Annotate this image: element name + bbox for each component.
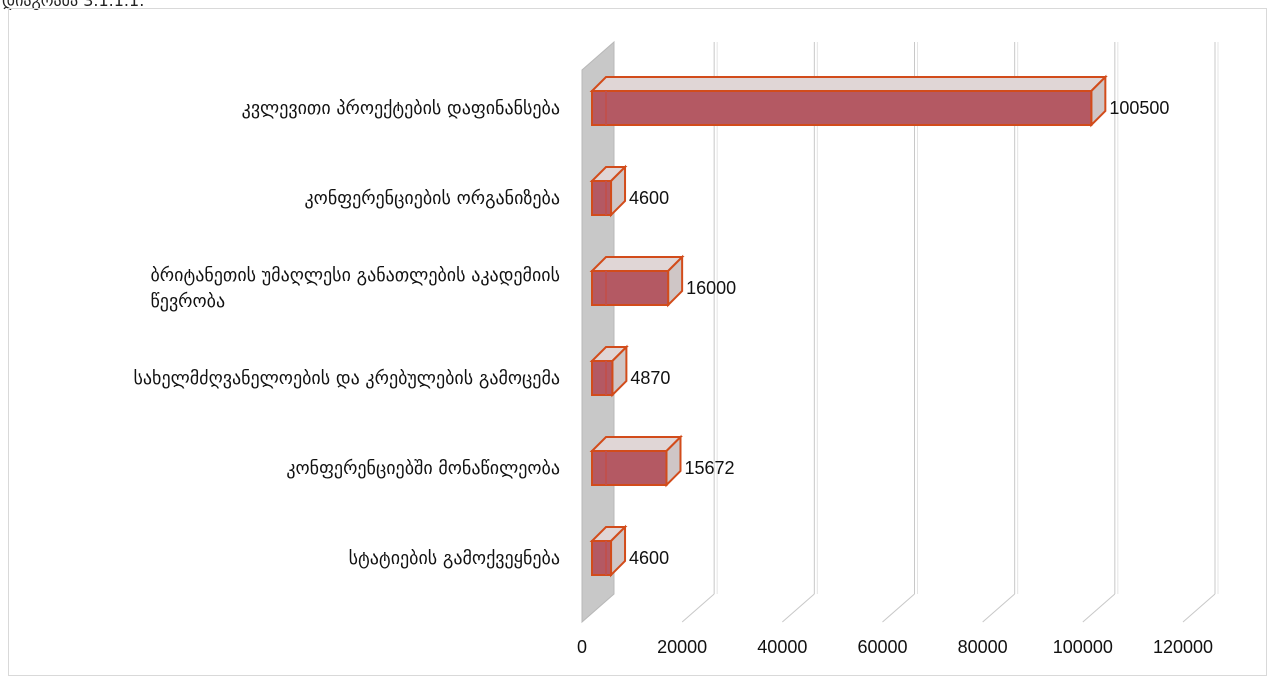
bar-front-face xyxy=(591,540,613,576)
bar xyxy=(589,434,683,488)
x-tick-label: 120000 xyxy=(1153,637,1213,657)
category-label: სტატიების გამოქვეყნება xyxy=(349,548,560,569)
x-tick-label: 100000 xyxy=(1053,637,1113,657)
category-label: კონფერენციებში მონაწილეობა xyxy=(286,458,560,479)
x-tick-label: 60000 xyxy=(857,637,907,657)
bar-top-face xyxy=(589,256,685,272)
gridline-floor xyxy=(982,593,1015,623)
data-label: 4600 xyxy=(629,548,669,568)
bar xyxy=(589,74,1108,128)
bar-front-face xyxy=(591,360,614,396)
bar-front-face xyxy=(591,270,670,306)
figure-caption: დიაგრამა 3.1.1.1. xyxy=(2,0,145,10)
bar xyxy=(589,344,629,398)
category-label: კონფერენციების ორგანიზება xyxy=(304,188,560,209)
data-label: 15672 xyxy=(684,458,734,478)
data-label: 16000 xyxy=(686,278,736,298)
bar xyxy=(589,254,685,308)
x-tick-label: 20000 xyxy=(657,637,707,657)
gridline-floor xyxy=(782,593,815,623)
gridline-floor xyxy=(1182,593,1216,623)
gridline-floor xyxy=(681,593,715,623)
gridline-floor xyxy=(1082,593,1116,623)
data-label: 100500 xyxy=(1109,98,1169,118)
category-label: კვლევითი პროექტების დაფინანსება xyxy=(242,98,560,119)
bar xyxy=(589,524,628,578)
data-label: 4870 xyxy=(630,368,670,388)
chart-frame xyxy=(8,8,1267,676)
data-label: 4600 xyxy=(629,188,669,208)
category-label: სახელმძღვანელოების და კრებულების გამოცემ… xyxy=(134,368,560,389)
bar-front-face xyxy=(591,180,613,216)
x-tick-label: 0 xyxy=(577,637,587,657)
gridline-floor xyxy=(882,593,915,623)
bar-front-face xyxy=(591,450,668,486)
x-tick-label: 80000 xyxy=(958,637,1008,657)
x-tick-label: 40000 xyxy=(757,637,807,657)
category-label: ბრიტანეთის უმაღლესი განათლების აკადემიის xyxy=(150,265,560,286)
category-label: წევრობა xyxy=(150,291,225,312)
bar xyxy=(589,164,628,218)
bar-front-face xyxy=(591,90,1093,126)
bar-top-face xyxy=(589,76,1108,92)
